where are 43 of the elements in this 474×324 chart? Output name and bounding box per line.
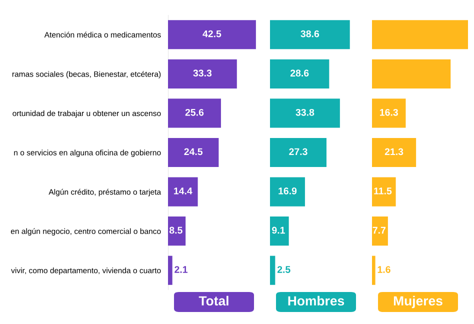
data-label: 27.3 [289, 148, 308, 156]
data-label: 1.6 [378, 266, 390, 273]
data-label: 42.5 [202, 30, 222, 38]
data-label: 38.6 [300, 30, 320, 38]
bar [372, 59, 451, 88]
bar [270, 98, 340, 128]
x-axis-title: Total [198, 296, 228, 306]
bar [270, 20, 350, 50]
bar [168, 177, 198, 206]
bar [372, 177, 396, 206]
data-label: 25.6 [185, 108, 204, 116]
data-label: 2.5 [277, 266, 290, 273]
bar [270, 59, 330, 88]
bar [168, 59, 237, 88]
data-label: 9.1 [272, 226, 285, 234]
data-label: 14.4 [174, 188, 192, 194]
bar [270, 138, 326, 168]
bar [168, 216, 186, 246]
data-label: 21.3 [384, 148, 404, 156]
x-axis-title: Mujeres [394, 296, 442, 308]
bar [270, 177, 305, 206]
bar [168, 256, 172, 285]
data-label: 28.6 [290, 70, 309, 77]
data-label: 2.1 [174, 266, 188, 273]
bar [270, 216, 289, 246]
data-label: 16.3 [380, 108, 398, 116]
bar [270, 256, 276, 285]
data-label: 24.5 [184, 148, 203, 156]
data-label: 33.3 [193, 70, 212, 77]
bar [372, 138, 416, 168]
bar [168, 98, 221, 128]
bar [372, 98, 406, 128]
data-label: 7.7 [372, 226, 386, 234]
bar [168, 20, 256, 50]
bar [372, 216, 388, 246]
x-axis-title: Hombres [288, 296, 344, 306]
bar [168, 138, 219, 168]
data-label: 11.5 [374, 188, 392, 194]
bar [372, 256, 376, 285]
data-label: 8.5 [169, 226, 182, 234]
data-label: 16.9 [278, 188, 297, 194]
data-label: 33.8 [296, 108, 314, 116]
bar [372, 20, 468, 50]
